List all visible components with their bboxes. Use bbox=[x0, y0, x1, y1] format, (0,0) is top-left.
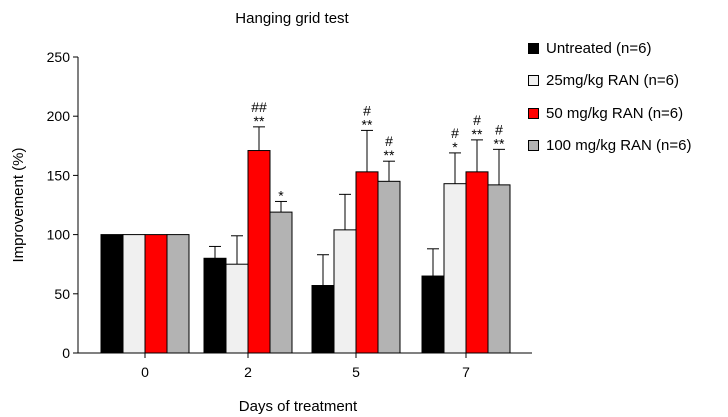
significance-mark: # bbox=[363, 102, 371, 118]
x-tick-label: 7 bbox=[462, 364, 470, 380]
significance-mark: * bbox=[452, 139, 458, 155]
y-axis-label: Improvement (%) bbox=[10, 147, 27, 262]
significance-mark: ** bbox=[362, 116, 373, 132]
bar-0-series-2 bbox=[122, 234, 146, 354]
legend-label: 50 mg/kg RAN (n=6) bbox=[546, 104, 684, 122]
significance-mark: ** bbox=[254, 113, 265, 129]
significance-annotations: **##***#**# *# **#**# bbox=[251, 99, 505, 204]
significance-mark: ** bbox=[472, 126, 483, 142]
legend-swatch bbox=[528, 75, 539, 86]
bar-5-series-4 bbox=[377, 180, 401, 354]
error-bars bbox=[209, 126, 505, 286]
y-tick-label: 250 bbox=[47, 49, 71, 65]
legend-label: Untreated (n=6) bbox=[546, 39, 652, 57]
y-tick-label: 100 bbox=[47, 227, 71, 243]
legend-swatch bbox=[528, 42, 539, 54]
legend: Untreated (n=6) 25mg/kg RAN (n=6) 50 mg/kg… bbox=[528, 36, 691, 166]
bar-7-series-4 bbox=[487, 184, 511, 354]
bar-2-series-1 bbox=[203, 257, 227, 354]
chart-title: Hanging grid test bbox=[235, 10, 349, 27]
y-axis-ticks: 0 50 100 150 200 250 bbox=[47, 49, 78, 361]
legend-swatch bbox=[528, 140, 539, 151]
bar-0-series-3 bbox=[144, 234, 168, 354]
x-tick-label: 2 bbox=[244, 364, 252, 380]
y-tick-label: 200 bbox=[47, 108, 71, 124]
bar-2-series-3 bbox=[247, 150, 271, 354]
significance-mark: ** bbox=[494, 135, 505, 151]
bar-2-series-2 bbox=[225, 263, 249, 354]
x-axis-label: Days of treatment bbox=[239, 398, 358, 415]
significance-mark: # bbox=[495, 121, 503, 137]
legend-item: 25mg/kg RAN (n=6) bbox=[528, 69, 691, 93]
legend-label: 25mg/kg RAN (n=6) bbox=[546, 72, 679, 89]
significance-mark: # bbox=[385, 133, 393, 149]
x-tick-label: 0 bbox=[141, 364, 149, 380]
legend-item: Untreated (n=6) bbox=[528, 36, 691, 60]
significance-mark: # bbox=[451, 125, 459, 141]
y-tick-label: 150 bbox=[47, 167, 71, 183]
y-tick-label: 50 bbox=[54, 286, 70, 302]
significance-mark: # bbox=[473, 112, 481, 128]
bar-5-series-2 bbox=[333, 229, 357, 354]
bar-7-series-3 bbox=[465, 171, 489, 354]
bar-7-series-2 bbox=[443, 183, 467, 354]
y-tick-label: 0 bbox=[62, 345, 70, 361]
bar-0-series-1 bbox=[100, 234, 124, 354]
bar-5-series-1 bbox=[311, 285, 335, 354]
significance-mark: ## bbox=[251, 99, 267, 115]
legend-label: 100 mg/kg RAN (n=6) bbox=[546, 137, 692, 154]
significance-mark: ** bbox=[384, 147, 395, 163]
legend-item: 100 mg/kg RAN (n=6) bbox=[528, 134, 691, 158]
significance-mark: * bbox=[278, 187, 284, 203]
bar-7-series-1 bbox=[421, 275, 445, 354]
bar-0-series-4 bbox=[166, 234, 190, 354]
x-axis-ticks: 0 2 5 7 bbox=[141, 353, 470, 380]
bars bbox=[100, 150, 511, 354]
legend-swatch bbox=[528, 107, 539, 119]
bar-5-series-3 bbox=[355, 171, 379, 354]
bar-2-series-4 bbox=[269, 211, 293, 354]
x-tick-label: 5 bbox=[352, 364, 360, 380]
legend-item: 50 mg/kg RAN (n=6) bbox=[528, 101, 691, 125]
